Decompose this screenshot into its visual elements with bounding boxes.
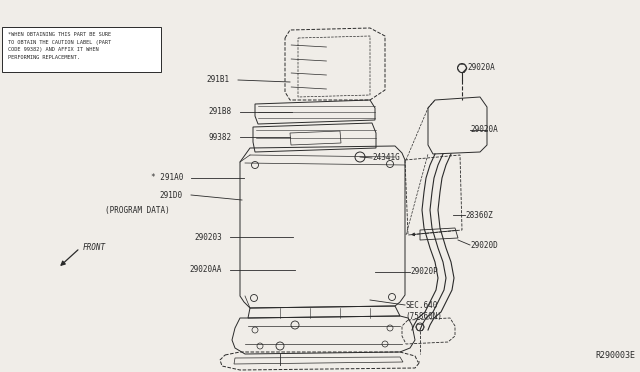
Text: *WHEN OBTAINING THIS PART BE SURE
TO OBTAIN THE CAUTION LABEL (PART
CODE 99382) : *WHEN OBTAINING THIS PART BE SURE TO OBT… <box>8 32 111 60</box>
Text: (75860N): (75860N) <box>405 312 442 321</box>
Text: 24341G: 24341G <box>372 154 400 163</box>
Text: 290203: 290203 <box>195 232 222 241</box>
Text: 29020A: 29020A <box>470 125 498 135</box>
Text: 291D0: 291D0 <box>160 190 183 199</box>
Text: 29020D: 29020D <box>470 241 498 250</box>
Text: R290003E: R290003E <box>595 351 635 360</box>
Text: FRONT: FRONT <box>83 244 106 253</box>
Text: 291B8: 291B8 <box>209 108 232 116</box>
FancyBboxPatch shape <box>2 27 161 72</box>
Text: 99382: 99382 <box>209 132 232 141</box>
Text: 291B1: 291B1 <box>207 76 230 84</box>
Text: 29020AA: 29020AA <box>189 266 222 275</box>
Text: * 291A0: * 291A0 <box>150 173 183 183</box>
Text: 29020P: 29020P <box>410 267 438 276</box>
Text: 29020A: 29020A <box>467 64 495 73</box>
Text: 28360Z: 28360Z <box>465 211 493 219</box>
Text: (PROGRAM DATA): (PROGRAM DATA) <box>105 205 170 215</box>
Text: SEC.640: SEC.640 <box>405 301 437 310</box>
